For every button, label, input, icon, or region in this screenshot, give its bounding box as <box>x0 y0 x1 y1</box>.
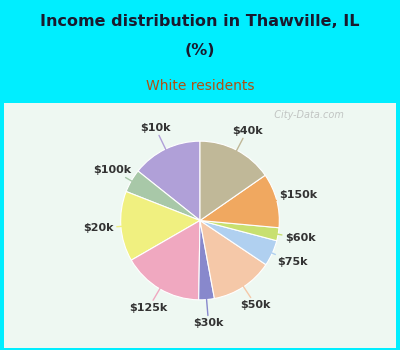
Text: $75k: $75k <box>240 238 308 267</box>
Text: City-Data.com: City-Data.com <box>268 111 344 120</box>
Wedge shape <box>138 141 200 220</box>
Text: White residents: White residents <box>146 79 254 93</box>
Text: $60k: $60k <box>243 228 315 243</box>
Wedge shape <box>126 171 200 220</box>
Wedge shape <box>200 220 279 241</box>
Text: $30k: $30k <box>193 264 224 328</box>
Wedge shape <box>199 220 214 300</box>
Text: $50k: $50k <box>224 257 271 310</box>
Text: $10k: $10k <box>140 122 181 181</box>
Text: $40k: $40k <box>220 126 262 182</box>
FancyBboxPatch shape <box>0 98 400 350</box>
Wedge shape <box>200 175 279 228</box>
Wedge shape <box>200 220 266 299</box>
Text: $125k: $125k <box>129 258 178 313</box>
Wedge shape <box>131 220 200 300</box>
Wedge shape <box>121 191 200 260</box>
Text: $20k: $20k <box>84 223 156 233</box>
Text: (%): (%) <box>185 43 215 58</box>
Text: $150k: $150k <box>242 190 317 209</box>
Wedge shape <box>200 141 265 220</box>
Text: $100k: $100k <box>93 165 162 199</box>
Wedge shape <box>200 220 277 265</box>
Text: Income distribution in Thawville, IL: Income distribution in Thawville, IL <box>40 14 360 28</box>
